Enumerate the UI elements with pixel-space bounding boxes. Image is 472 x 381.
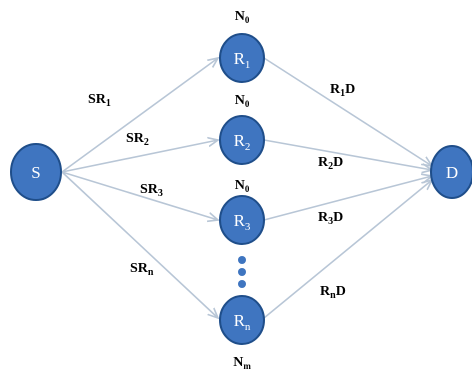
relay-label-3: R3: [234, 211, 251, 233]
link-r3-d: [263, 176, 432, 221]
noise-label-m: Nm: [233, 355, 251, 371]
noise-label-3: N0: [235, 178, 250, 194]
edge-label-sr2: SR2: [126, 131, 149, 148]
edge-label-r2d: R2D: [318, 155, 343, 172]
link-rn-d: [263, 180, 432, 319]
relay-node-3: R3: [219, 195, 265, 245]
ellipsis-dot: [238, 256, 246, 264]
relay-label-2: R2: [234, 131, 251, 153]
edge-label-r1d: R1D: [330, 82, 355, 99]
relay-node-2: R2: [219, 115, 265, 165]
destination-label: D: [446, 163, 458, 182]
noise-label-1: N0: [235, 9, 250, 25]
link-s-r2: [61, 140, 218, 173]
link-s-r1: [61, 58, 218, 173]
edge-label-r3d: R3D: [318, 210, 343, 227]
edge-label-rnd: RnD: [320, 284, 346, 301]
destination-node: D: [430, 145, 472, 199]
edge-label-sr3: SR3: [140, 182, 163, 199]
relay-node-1: R1: [219, 33, 265, 83]
link-r1-d: [263, 57, 432, 166]
noise-label-2: N0: [235, 93, 250, 109]
edge-label-sr1: SR1: [88, 92, 111, 109]
source-node: S: [10, 143, 62, 201]
link-r2-d: [263, 139, 432, 170]
relay-node-n: Rn: [219, 295, 265, 345]
edge-label-srn: SRn: [130, 261, 154, 278]
relay-label-1: R1: [234, 49, 251, 71]
ellipsis-dot: [238, 280, 246, 288]
source-label: S: [31, 163, 40, 182]
link-s-rn: [61, 171, 218, 318]
link-s-r3: [61, 171, 218, 220]
ellipsis-dot: [238, 268, 246, 276]
relay-label-n: Rn: [234, 311, 251, 333]
